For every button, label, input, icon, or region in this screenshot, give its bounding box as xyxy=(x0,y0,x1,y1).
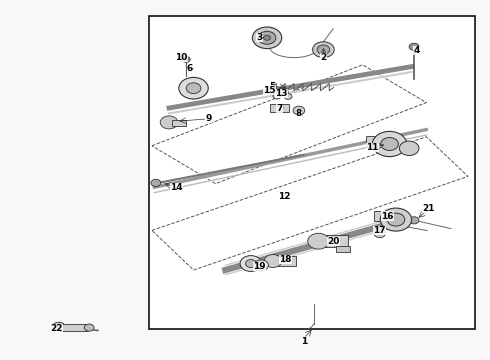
Text: 13: 13 xyxy=(275,89,288,98)
Text: 14: 14 xyxy=(170,183,183,192)
Text: 6: 6 xyxy=(187,64,193,73)
Bar xyxy=(318,235,348,247)
Circle shape xyxy=(252,27,282,49)
Circle shape xyxy=(308,233,329,249)
Circle shape xyxy=(254,260,269,271)
Circle shape xyxy=(267,87,277,94)
Circle shape xyxy=(387,213,405,226)
Text: 4: 4 xyxy=(413,46,420,55)
Circle shape xyxy=(160,116,178,129)
Text: 20: 20 xyxy=(327,237,340,246)
Circle shape xyxy=(264,255,282,267)
Text: 21: 21 xyxy=(422,204,435,213)
Circle shape xyxy=(381,138,398,150)
Text: 19: 19 xyxy=(253,262,266,271)
Circle shape xyxy=(278,88,288,95)
Circle shape xyxy=(182,57,190,62)
Text: 17: 17 xyxy=(373,226,386,235)
Text: 8: 8 xyxy=(296,109,302,118)
Text: 12: 12 xyxy=(278,192,291,201)
Circle shape xyxy=(399,141,419,156)
Text: 5: 5 xyxy=(269,82,275,91)
Circle shape xyxy=(293,106,305,115)
Text: 2: 2 xyxy=(320,53,326,62)
Bar xyxy=(270,104,289,112)
Circle shape xyxy=(151,179,161,186)
Bar xyxy=(367,136,389,147)
Circle shape xyxy=(240,256,262,271)
Bar xyxy=(272,256,296,266)
Text: 3: 3 xyxy=(257,33,263,42)
Bar xyxy=(149,16,475,329)
Text: 10: 10 xyxy=(175,53,188,62)
Circle shape xyxy=(258,263,265,268)
Text: 9: 9 xyxy=(205,114,212,123)
Circle shape xyxy=(264,35,270,40)
Circle shape xyxy=(258,31,276,44)
Text: 16: 16 xyxy=(381,212,393,220)
Text: 1: 1 xyxy=(301,337,307,346)
Text: 22: 22 xyxy=(50,324,63,333)
Circle shape xyxy=(273,93,281,99)
Text: 15: 15 xyxy=(263,86,276,95)
Text: 11: 11 xyxy=(366,143,379,152)
Bar xyxy=(374,211,395,221)
Circle shape xyxy=(372,131,407,157)
Bar xyxy=(336,246,350,252)
Circle shape xyxy=(53,322,65,331)
Circle shape xyxy=(409,43,419,50)
Circle shape xyxy=(409,217,419,224)
Circle shape xyxy=(374,229,386,238)
Circle shape xyxy=(84,324,94,331)
Circle shape xyxy=(245,260,256,267)
Bar xyxy=(59,324,88,331)
Circle shape xyxy=(284,94,292,99)
Circle shape xyxy=(380,208,412,231)
Text: 7: 7 xyxy=(276,104,283,113)
Bar xyxy=(172,120,186,126)
Circle shape xyxy=(186,83,201,94)
Text: 18: 18 xyxy=(279,255,292,264)
Circle shape xyxy=(313,42,334,58)
Circle shape xyxy=(317,45,330,54)
Circle shape xyxy=(179,77,208,99)
